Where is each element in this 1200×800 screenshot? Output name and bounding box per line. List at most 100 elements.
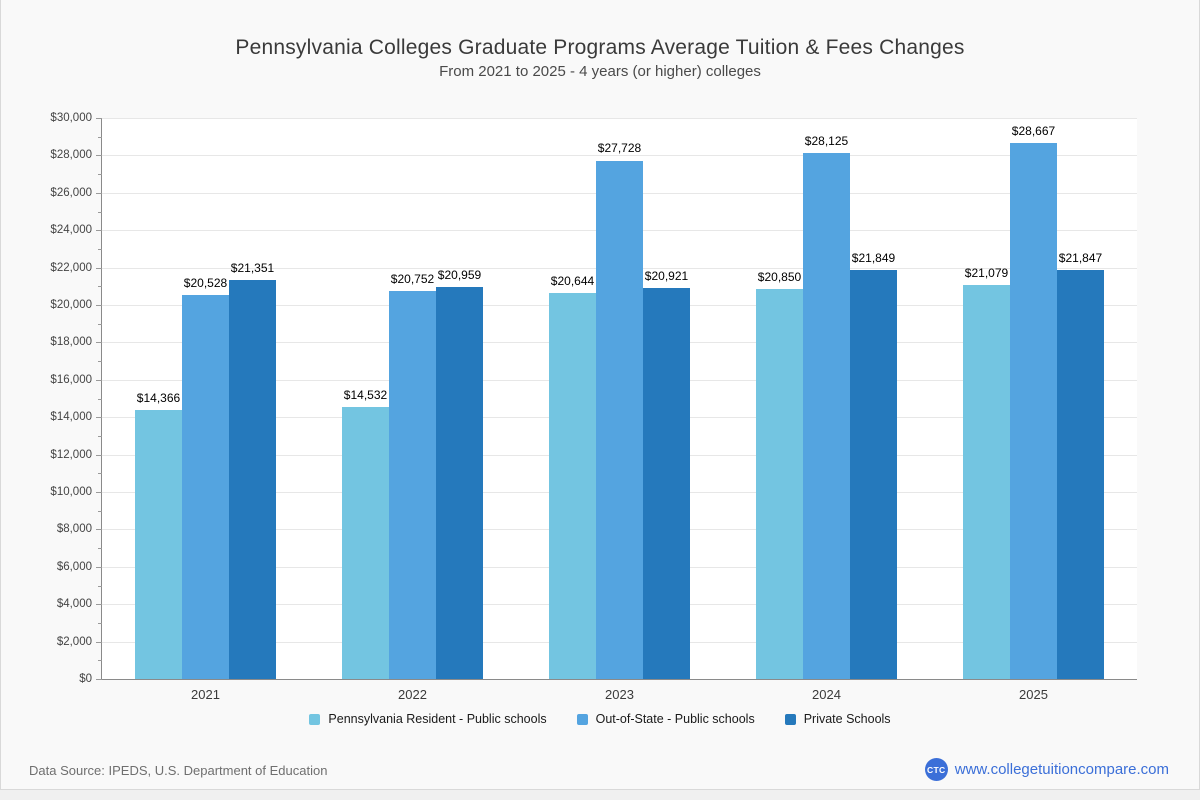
y-axis-tick-label: $26,000 — [50, 186, 92, 199]
gridline — [102, 118, 1137, 119]
bar-2025-series-0[interactable] — [963, 284, 1010, 679]
bar-value-label: $21,351 — [230, 260, 275, 275]
y-axis-minor-tick — [98, 286, 102, 288]
y-axis-minor-tick — [98, 660, 102, 662]
y-axis-minor-tick — [98, 435, 102, 437]
bar-group-2025: $21,079 $28,667 $21,847 — [930, 118, 1137, 679]
bar-value-label: $20,644 — [550, 273, 595, 288]
legend-item-1[interactable]: Out-of-State - Public schools — [576, 712, 755, 726]
bar-2024-series-2[interactable] — [850, 270, 897, 679]
y-axis-tick-label: $18,000 — [50, 336, 92, 349]
bar-group-2024: $20,850 $28,125 $21,849 — [723, 118, 930, 679]
bar-2023-series-2[interactable] — [643, 287, 690, 679]
y-axis-minor-tick — [98, 323, 102, 325]
bar-2024-series-1[interactable] — [803, 153, 850, 679]
y-axis-minor-tick — [98, 473, 102, 475]
bar-value-label: $20,921 — [644, 268, 689, 283]
y-axis-major-tick — [96, 641, 102, 643]
bar-2023-series-1[interactable] — [596, 160, 643, 679]
y-axis-minor-tick — [98, 361, 102, 363]
y-axis-major-tick — [96, 529, 102, 531]
y-axis-major-tick — [96, 267, 102, 269]
y-axis-tick-label: $14,000 — [50, 411, 92, 424]
x-axis-label-2024: 2024 — [812, 687, 841, 702]
y-axis-tick-label: $30,000 — [50, 112, 92, 124]
legend-item-0[interactable]: Pennsylvania Resident - Public schools — [309, 712, 547, 726]
brand-link[interactable]: CTC www.collegetuitioncompare.com — [924, 758, 1169, 781]
bar-2025-series-1[interactable] — [1010, 142, 1057, 679]
brand-url[interactable]: www.collegetuitioncompare.com — [954, 761, 1169, 778]
y-axis-tick-label: $8,000 — [56, 523, 92, 536]
bar-2022-series-1[interactable] — [389, 290, 436, 679]
bar-2021-series-2[interactable] — [229, 279, 276, 679]
x-axis-label-2023: 2023 — [605, 687, 634, 702]
y-axis-tick-label: $6,000 — [56, 560, 92, 573]
bar-value-label: $21,849 — [851, 251, 896, 266]
y-axis-major-tick — [96, 230, 102, 232]
x-axis-label-2021: 2021 — [191, 687, 220, 702]
bar-value-label: $21,847 — [1058, 251, 1103, 266]
legend-label: Pennsylvania Resident - Public schools — [328, 712, 547, 726]
gridline — [102, 155, 1137, 157]
bar-2021-series-0[interactable] — [135, 410, 182, 679]
y-axis-tick-label: $20,000 — [50, 299, 92, 311]
y-axis-major-tick — [96, 192, 102, 194]
y-axis-minor-tick — [98, 248, 102, 250]
y-axis-major-tick — [96, 492, 102, 493]
y-axis-major-tick — [96, 604, 102, 606]
legend-swatch-icon — [784, 713, 796, 725]
data-source-text: Data Source: IPEDS, U.S. Department of E… — [29, 763, 328, 778]
legend: Pennsylvania Resident - Public schools Ou… — [1, 712, 1199, 726]
y-axis-tick-label: $22,000 — [50, 261, 92, 274]
bar-value-label: $20,528 — [183, 276, 228, 291]
bar-2023-series-0[interactable] — [549, 292, 596, 679]
y-axis-tick-label: $2,000 — [56, 635, 92, 648]
bar-value-label: $28,667 — [1011, 123, 1056, 138]
legend-swatch-icon — [576, 713, 588, 725]
bar-group-2023: $20,644 $27,728 $20,921 — [516, 118, 723, 679]
bar-value-label: $21,079 — [964, 265, 1009, 280]
y-axis-minor-tick — [98, 585, 102, 587]
y-axis-minor-tick — [98, 211, 102, 213]
y-axis-major-tick — [96, 566, 102, 568]
x-axis-label-2025: 2025 — [1019, 687, 1048, 702]
bar-2024-series-0[interactable] — [756, 289, 803, 679]
bar-2022-series-2[interactable] — [436, 287, 483, 679]
y-axis-major-tick — [96, 379, 102, 381]
y-axis-tick-label: $4,000 — [56, 598, 92, 611]
bar-value-label: $28,125 — [804, 134, 849, 149]
y-axis-minor-tick — [98, 510, 102, 512]
y-axis-tick-label: $10,000 — [50, 486, 92, 498]
bar-2021-series-1[interactable] — [182, 295, 229, 679]
y-axis-tick-label: $28,000 — [50, 149, 92, 162]
ctc-logo-icon: CTC — [924, 758, 948, 781]
bar-value-label: $20,959 — [437, 268, 482, 283]
y-axis-major-tick — [96, 118, 102, 119]
legend-item-2[interactable]: Private Schools — [784, 712, 891, 726]
y-axis-tick-label: $16,000 — [50, 373, 92, 386]
legend-label: Private Schools — [803, 712, 891, 726]
y-axis-major-tick — [96, 417, 102, 419]
y-axis-tick-label: $24,000 — [50, 224, 92, 237]
y-axis-major-tick — [96, 305, 102, 306]
bar-group-2021: $14,366 $20,528 $21,351 — [102, 118, 309, 679]
bar-2025-series-2[interactable] — [1057, 270, 1104, 679]
y-axis-major-tick — [96, 342, 102, 344]
y-axis-minor-tick — [98, 136, 102, 138]
legend-swatch-icon — [309, 713, 321, 725]
bar-value-label: $20,850 — [757, 270, 802, 285]
plot-area: $0 $2,000 $4,000 $6,000 $8,000 $10,000 $12,000… — [50, 112, 1137, 702]
y-axis-major-tick — [96, 454, 102, 456]
y-axis-tick-label: $0 — [79, 673, 92, 685]
bar-value-label: $27,728 — [597, 141, 642, 156]
bar-value-label: $14,366 — [136, 391, 181, 406]
chart-title: Pennsylvania Colleges Graduate Programs … — [235, 36, 965, 59]
x-axis-label-2022: 2022 — [398, 687, 427, 702]
bar-2022-series-0[interactable] — [342, 407, 389, 679]
y-axis-major-tick — [96, 679, 102, 680]
y-axis-minor-tick — [98, 174, 102, 176]
bar-group-2022: $14,532 $20,752 $20,959 — [309, 118, 516, 679]
bar-value-label: $14,532 — [343, 388, 388, 403]
